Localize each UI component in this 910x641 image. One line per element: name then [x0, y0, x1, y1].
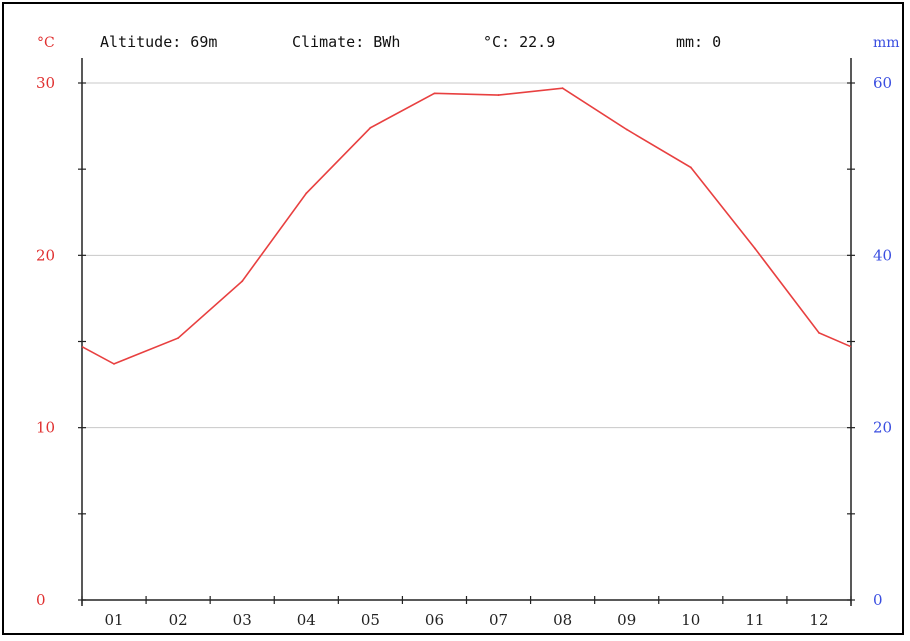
right-tick-label: 60: [873, 74, 892, 92]
right-tick-label: 0: [873, 591, 883, 609]
x-tick-label: 03: [233, 611, 252, 629]
temperature-data-point: [818, 331, 820, 334]
axes: [78, 58, 855, 606]
chart-frame: [2, 2, 904, 635]
x-tick-label: 12: [809, 611, 828, 629]
left-tick-label: 10: [36, 419, 55, 437]
left-tick-label: 0: [36, 591, 46, 609]
x-tick-label: 04: [297, 611, 316, 629]
altitude-text: Altitude: 69m: [100, 33, 217, 51]
temperature-data-point: [625, 128, 628, 131]
temperature-data-point: [497, 94, 500, 96]
temperature-data-point: [369, 126, 372, 129]
temperature-data-point: [433, 92, 436, 95]
x-tick-label: 11: [745, 611, 764, 629]
x-tick-label: 07: [489, 611, 508, 629]
climate-text: Climate: BWh: [292, 33, 400, 51]
x-tick-label: 08: [553, 611, 572, 629]
temperature-data-point: [689, 166, 692, 169]
right-axis-ticks: 0 20 40 60: [873, 74, 892, 609]
temperature-data-point: [561, 87, 564, 90]
gridlines: [82, 82, 851, 429]
temperature-data-point: [113, 363, 115, 365]
temperature-series-line: [81, 87, 852, 365]
right-unit-label: mm: [873, 35, 900, 51]
temperature-data-point: [241, 280, 244, 283]
right-tick-label: 20: [873, 419, 892, 437]
precip-total-text: mm: 0: [676, 33, 721, 51]
temperature-data-point: [177, 337, 180, 339]
x-tick-label: 10: [681, 611, 700, 629]
series-group: [81, 87, 852, 365]
left-axis-ticks: 0 10 20 30: [36, 74, 55, 609]
temp-average-text: °C: 22.9: [483, 33, 555, 51]
x-tick-label: 09: [617, 611, 636, 629]
temperature-data-point: [753, 247, 756, 250]
x-tick-label: 02: [169, 611, 188, 629]
temperature-data-point: [305, 192, 308, 195]
left-unit-label: °C: [37, 35, 55, 51]
x-tick-label: 05: [361, 611, 380, 629]
right-tick-label: 40: [873, 246, 892, 264]
x-tick-label: 01: [104, 611, 123, 629]
x-tick-label: 06: [425, 611, 444, 629]
x-axis-ticks: 01 02 03 04 05 06 07 08 09 10 11 12: [81, 596, 852, 629]
left-tick-label: 30: [36, 74, 55, 92]
left-tick-label: 20: [36, 246, 55, 264]
